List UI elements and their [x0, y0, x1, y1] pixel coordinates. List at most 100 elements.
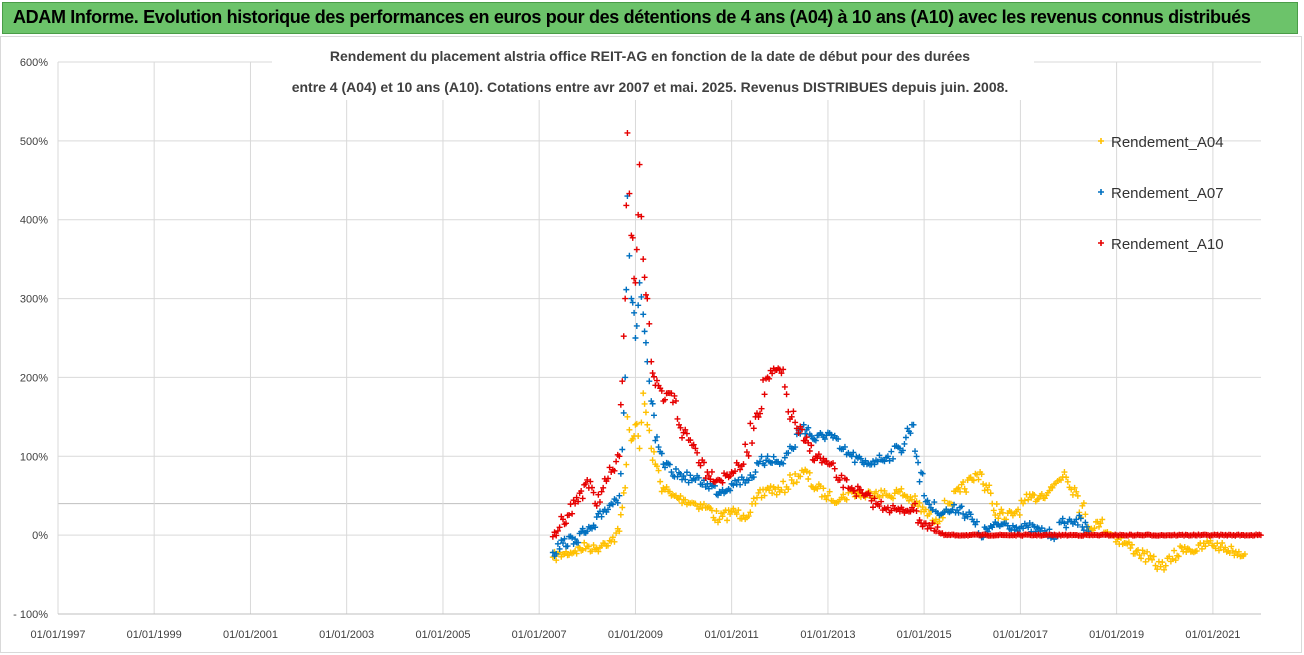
data-point: [563, 520, 570, 527]
data-point: [579, 547, 586, 554]
data-point: [761, 492, 768, 499]
data-point: [563, 548, 570, 555]
data-point: [823, 457, 830, 464]
data-point: [551, 529, 558, 536]
data-point: [874, 458, 881, 465]
data-point: [857, 455, 864, 462]
data-point: [692, 476, 699, 483]
data-point: [1161, 566, 1168, 573]
data-point: [805, 439, 812, 446]
data-point: [912, 448, 919, 455]
data-point: [910, 421, 917, 428]
data-point: [668, 390, 675, 397]
data-point: [866, 492, 873, 499]
data-point: [951, 501, 958, 508]
data-point: [963, 489, 970, 496]
data-point: [708, 468, 715, 475]
data-point: [553, 550, 560, 557]
data-point: [719, 513, 726, 520]
data-point: [876, 452, 883, 459]
data-point: [878, 498, 885, 505]
data-point: [812, 437, 819, 444]
data-point: [986, 482, 993, 489]
data-point: [761, 391, 768, 398]
data-point: [800, 421, 807, 428]
data-point: [579, 525, 586, 532]
data-point: [772, 486, 779, 493]
data-point: [1207, 537, 1214, 544]
data-point: [682, 476, 689, 483]
data-point: [585, 543, 592, 550]
data-point: [805, 475, 812, 482]
data-point: [901, 440, 908, 447]
data-point: [699, 481, 706, 488]
data-point: [806, 448, 813, 455]
data-point: [886, 457, 893, 464]
data-point: [881, 487, 888, 494]
data-point: [632, 279, 639, 286]
data-point: [758, 494, 765, 501]
data-point: [642, 409, 649, 416]
data-point: [743, 449, 750, 456]
data-point: [598, 513, 605, 520]
data-point: [757, 410, 764, 417]
data-point: [646, 427, 653, 434]
data-point: [695, 506, 702, 513]
data-point: [742, 479, 749, 486]
data-point: [835, 436, 842, 443]
data-point: [1162, 562, 1169, 569]
data-point: [955, 509, 962, 516]
data-point: [975, 476, 982, 483]
data-point: [724, 517, 731, 524]
data-point: [554, 540, 561, 547]
data-point: [694, 449, 701, 456]
data-point: [666, 488, 673, 495]
data-point: [649, 400, 656, 407]
data-point: [623, 202, 630, 209]
data-point: [1080, 500, 1087, 507]
data-point: [616, 453, 623, 460]
data-point: [1016, 511, 1023, 518]
data-point: [823, 496, 830, 503]
data-point: [695, 474, 702, 481]
data-point: [622, 484, 629, 491]
data-point: [611, 538, 618, 545]
data-point: [1063, 524, 1070, 531]
data-point: [876, 494, 883, 501]
data-point: [588, 525, 595, 532]
data-point: [638, 213, 645, 220]
data-point: [929, 506, 936, 513]
data-point: [727, 487, 734, 494]
data-point: [996, 510, 1003, 517]
data-point: [1021, 497, 1028, 504]
data-point: [760, 376, 767, 383]
data-point: [652, 437, 659, 444]
data-point: [733, 511, 740, 518]
data-point: [984, 486, 991, 493]
data-point: [1026, 520, 1033, 527]
data-point: [811, 457, 818, 464]
data-point: [785, 449, 792, 456]
data-point: [702, 475, 709, 482]
data-point: [1046, 526, 1053, 533]
data-point: [851, 487, 858, 494]
data-point: [549, 549, 556, 556]
data-point: [633, 322, 640, 329]
data-point: [687, 437, 694, 444]
x-tick-label: 01/01/1997: [30, 629, 85, 641]
data-point: [934, 524, 941, 531]
data-point: [843, 496, 850, 503]
data-point: [617, 511, 624, 518]
data-point: [672, 397, 679, 404]
data-point: [584, 476, 591, 483]
data-point: [633, 246, 640, 253]
data-point: [590, 542, 597, 549]
banner: ADAM Informe. Evolution historique des p…: [2, 2, 1298, 34]
data-point: [790, 480, 797, 487]
data-point: [596, 499, 603, 506]
data-point: [671, 392, 678, 399]
data-point: [1200, 540, 1207, 547]
data-point: [836, 476, 843, 483]
data-point: [922, 506, 929, 513]
data-point: [616, 528, 623, 535]
